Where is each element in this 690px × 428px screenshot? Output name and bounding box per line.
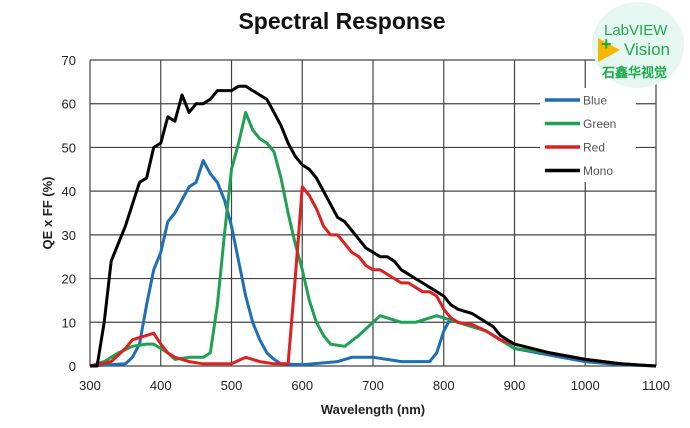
series-line-red	[89, 185, 657, 368]
plus-icon: +	[601, 34, 612, 54]
legend-box	[540, 88, 636, 182]
chart-title: Spectral Response	[238, 8, 446, 34]
legend-label: Red	[583, 141, 605, 155]
x-tick-label: 400	[150, 378, 172, 393]
x-tick-label: 800	[433, 378, 455, 393]
legend-label: Green	[583, 117, 616, 131]
legend-label: Mono	[583, 164, 613, 178]
y-tick-label: 70	[62, 53, 76, 68]
y-tick-label: 50	[62, 140, 76, 155]
y-axis-label: QE x FF (%)	[40, 177, 55, 250]
y-tick-label: 30	[62, 228, 76, 243]
y-tick-label: 60	[62, 97, 76, 112]
logo-line3: 石鑫华视觉	[602, 65, 668, 80]
x-tick-label: 500	[221, 378, 243, 393]
logo-line1: LabVIEW	[604, 22, 668, 39]
x-tick-label: 900	[504, 378, 526, 393]
y-tick-label: 0	[69, 359, 76, 374]
logo-line2: Vision	[624, 40, 670, 59]
x-tick-label: 1100	[642, 378, 670, 393]
play-icon	[598, 38, 620, 62]
y-tick-label: 20	[62, 272, 76, 287]
series-line-mono	[90, 84, 657, 368]
x-axis-label: Wavelength (nm)	[321, 402, 425, 417]
watermark-logo: + LabVIEW Vision 石鑫华视觉	[592, 2, 684, 88]
y-tick-label: 10	[62, 315, 76, 330]
legend-label: Blue	[583, 94, 607, 108]
x-tick-label: 700	[362, 378, 384, 393]
x-tick-label: 1000	[571, 378, 600, 393]
x-tick-label: 300	[79, 378, 101, 393]
x-tick-label: 600	[291, 378, 313, 393]
y-tick-label: 40	[62, 184, 76, 199]
